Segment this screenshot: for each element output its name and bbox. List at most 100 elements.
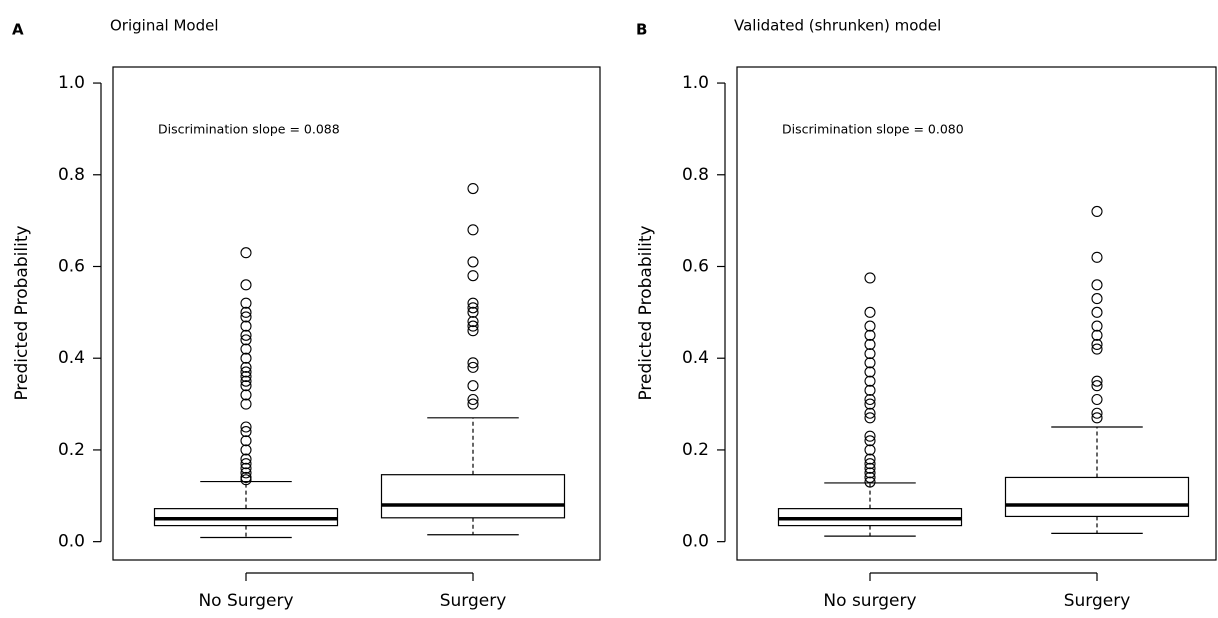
outlier (240, 279, 252, 291)
outlier (1091, 293, 1103, 305)
y-axis-label: Predicted Probability (636, 225, 656, 400)
outlier (240, 389, 252, 401)
y-tick-label: 1.0 (682, 73, 709, 93)
outlier (1091, 279, 1103, 291)
annotation: Discrimination slope = 0.088 (158, 122, 340, 137)
y-tick-label: 1.0 (58, 73, 85, 93)
plot-frame (112, 66, 601, 561)
outlier (467, 224, 479, 236)
outlier (240, 352, 252, 364)
outlier (467, 270, 479, 282)
outlier (1091, 407, 1103, 419)
outlier (240, 458, 252, 470)
panel-label: B (636, 21, 647, 39)
outlier (240, 306, 252, 318)
outlier (467, 315, 479, 328)
y-tick-label: 0.6 (58, 256, 85, 276)
outlier (467, 357, 479, 369)
outlier (864, 357, 876, 369)
outlier (240, 366, 252, 378)
outlier (1091, 320, 1103, 332)
x-tick-label: Surgery (1064, 591, 1131, 611)
outlier (1091, 205, 1103, 218)
outlier (864, 306, 876, 318)
outlier (467, 297, 479, 309)
outlier (864, 407, 876, 419)
outlier (864, 430, 876, 442)
outlier (1091, 306, 1103, 318)
outlier (240, 371, 252, 383)
outlier (864, 366, 876, 378)
y-tick-label: 0.0 (682, 532, 709, 552)
outlier (240, 467, 252, 479)
y-tick-label: 0.8 (682, 165, 709, 185)
outlier (240, 375, 252, 387)
chart-title: Original Model (110, 17, 219, 35)
outlier (1091, 343, 1103, 355)
outlier (864, 467, 876, 479)
outlier (864, 329, 876, 341)
outlier (467, 361, 479, 373)
outlier (864, 444, 876, 456)
chart-title: Validated (shrunken) model (734, 17, 941, 35)
outlier (467, 320, 479, 332)
outlier (864, 471, 876, 484)
y-tick-label: 0.6 (682, 256, 709, 276)
outlier (240, 343, 252, 355)
outlier (240, 398, 252, 410)
outlier (240, 297, 252, 309)
outlier (864, 272, 876, 284)
outlier (864, 320, 876, 332)
y-axis-label: Predicted Probability (12, 225, 32, 400)
outlier (864, 458, 876, 470)
outlier (1091, 329, 1103, 341)
outlier (240, 421, 252, 433)
outlier (467, 182, 479, 195)
outlier (864, 348, 876, 360)
outlier (467, 393, 479, 406)
outlier (467, 256, 479, 268)
outlier (1091, 393, 1103, 406)
y-tick-label: 0.2 (58, 440, 85, 460)
x-tick-label: Surgery (440, 591, 507, 611)
box (1004, 476, 1190, 518)
outlier (864, 375, 876, 387)
outlier (240, 471, 252, 484)
outlier (240, 320, 252, 332)
outlier (467, 302, 479, 314)
outlier (240, 453, 252, 465)
outlier (864, 393, 876, 406)
outlier (467, 306, 479, 318)
outlier (864, 398, 876, 410)
outlier (240, 247, 252, 259)
y-tick-label: 0.4 (682, 348, 709, 368)
y-tick-label: 0.4 (58, 348, 85, 368)
outlier (1091, 375, 1103, 387)
outlier (240, 361, 252, 373)
panel-label: A (12, 21, 24, 39)
outlier (1091, 412, 1103, 424)
outlier (864, 435, 876, 447)
x-tick-label: No surgery (823, 591, 916, 611)
plot-frame (736, 66, 1217, 561)
outlier (467, 380, 479, 392)
outlier (240, 462, 252, 474)
outlier (864, 476, 876, 488)
x-tick-label: No Surgery (198, 591, 293, 611)
outlier (240, 426, 252, 438)
outlier (240, 329, 252, 341)
box (380, 474, 566, 519)
outlier (240, 311, 252, 323)
outlier (1091, 380, 1103, 392)
outlier (467, 398, 479, 410)
outlier (864, 338, 876, 351)
outlier (240, 435, 252, 447)
outlier (864, 453, 876, 465)
outlier (1091, 251, 1103, 263)
outlier (864, 462, 876, 474)
y-tick-label: 0.2 (682, 440, 709, 460)
outlier (240, 334, 252, 346)
outlier (864, 384, 876, 396)
outlier (864, 412, 876, 424)
annotation: Discrimination slope = 0.080 (782, 122, 964, 137)
